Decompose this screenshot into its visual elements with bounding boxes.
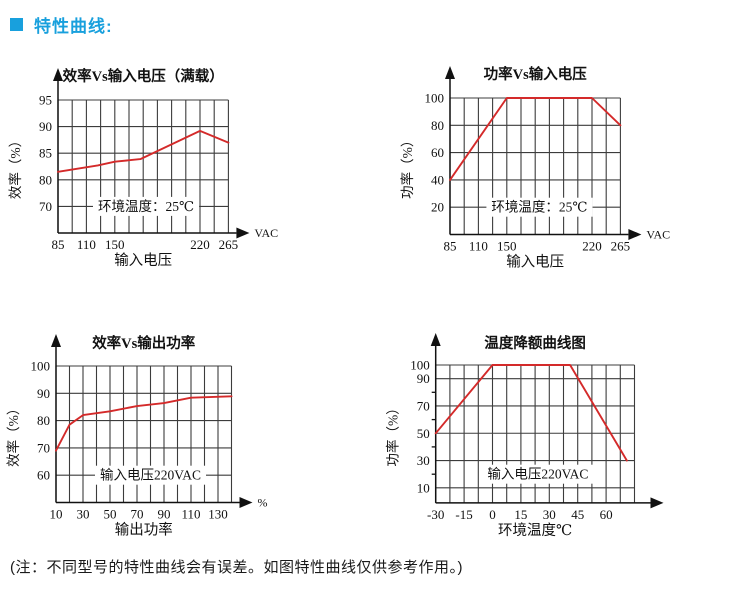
y-tick-label: 90 bbox=[37, 386, 50, 401]
x-axis-title: 输入电压 bbox=[506, 254, 564, 271]
x-tick-label: 265 bbox=[611, 239, 631, 254]
curve-line bbox=[55, 395, 233, 452]
y-tick-label: 60 bbox=[431, 145, 444, 160]
x-tick-label: 60 bbox=[600, 507, 613, 522]
chart-efficiency-vs-input-voltage: 95 90 85 80 70 VAC 85 110 150 220 265 输入电压 效率（%） 效率Vs… bbox=[7, 67, 278, 269]
y-axis-title: 效率（%） bbox=[7, 134, 23, 199]
x-tick-label: 90 bbox=[158, 507, 171, 522]
y-tick-label: 100 bbox=[410, 358, 430, 373]
y-axis-arrow-icon bbox=[445, 66, 455, 79]
y-tick-label: 95 bbox=[39, 93, 52, 108]
chart-efficiency-vs-output-power: 100 90 80 70 60% 10 30 50 70 90 110 130 输出功率 效率（%） 效率V… bbox=[5, 334, 268, 539]
x-tick-label: -30 bbox=[427, 507, 444, 522]
y-tick-label: 100 bbox=[425, 91, 445, 106]
chart-group: 100 90 80 70 60% 10 30 50 70 90 110 130 输出功率 效率（%） 效率V… bbox=[5, 334, 268, 539]
x-tick-label: 85 bbox=[444, 239, 457, 254]
x-axis-title: 输入电压 bbox=[114, 252, 172, 269]
y-axis-arrow-icon bbox=[51, 334, 61, 347]
section-title: 特性曲线: bbox=[34, 17, 113, 36]
y-tick-label: 60 bbox=[37, 468, 50, 483]
chart-group: 95 90 85 80 70 VAC 85 110 150 220 265 输入电压 效率（%） 效率Vs… bbox=[7, 67, 278, 269]
y-tick-label: 30 bbox=[417, 453, 430, 468]
chart-title: 温度降额曲线图 bbox=[484, 334, 585, 352]
section-bullet-icon bbox=[10, 18, 23, 31]
y-axis-title: 功率（%） bbox=[385, 401, 401, 466]
chart-title: 效率Vs输出功率 bbox=[92, 334, 196, 352]
y-axis-title: 效率（%） bbox=[5, 402, 21, 467]
x-tick-label: 220 bbox=[190, 237, 210, 252]
y-tick-label: 40 bbox=[431, 172, 444, 187]
x-axis-arrow-icon bbox=[236, 227, 250, 239]
x-unit-label: VAC bbox=[646, 228, 670, 242]
x-axis-arrow-icon bbox=[628, 229, 642, 240]
y-tick-label: 85 bbox=[39, 146, 52, 161]
y-tick-label: 70 bbox=[417, 398, 430, 413]
x-tick-label: 220 bbox=[582, 239, 602, 254]
curve-line bbox=[57, 129, 230, 173]
y-tick-label: 70 bbox=[39, 199, 52, 214]
y-axis-arrow-icon bbox=[53, 68, 63, 81]
y-tick-label: 70 bbox=[37, 440, 50, 455]
x-tick-label: 130 bbox=[208, 507, 228, 522]
annotation-label: 环境温度：25℃ bbox=[491, 200, 587, 215]
x-axis-arrow-icon bbox=[239, 497, 253, 508]
x-tick-label: 265 bbox=[219, 237, 239, 252]
y-tick-label: 90 bbox=[39, 119, 52, 134]
y-axis-arrow-icon bbox=[430, 333, 441, 346]
x-tick-label: 50 bbox=[104, 507, 117, 522]
note-text: (注：不同型号的特性曲线会有误差。如图特性曲线仅供参考作用。) bbox=[10, 559, 463, 576]
x-tick-label: 30 bbox=[77, 507, 90, 522]
y-axis-title: 功率（%） bbox=[399, 134, 415, 199]
y-tick-label: 50 bbox=[417, 426, 430, 441]
x-tick-label: 15 bbox=[514, 507, 527, 522]
curve-line bbox=[434, 364, 628, 462]
x-tick-label: 70 bbox=[131, 507, 144, 522]
x-tick-label: 150 bbox=[105, 237, 125, 252]
chart-title: 功率Vs输入电压 bbox=[484, 65, 588, 83]
x-unit-label: % bbox=[258, 496, 268, 510]
x-tick-label: 10 bbox=[50, 507, 63, 522]
y-tick-label: 10 bbox=[417, 480, 430, 495]
x-tick-label: 45 bbox=[571, 507, 584, 522]
x-tick-label: 0 bbox=[489, 507, 496, 522]
x-tick-label: 110 bbox=[77, 237, 96, 252]
x-axis-title: 输出功率 bbox=[115, 522, 173, 539]
curve-line bbox=[449, 97, 622, 181]
y-tick-label: 90 bbox=[417, 371, 430, 386]
y-tick-label: 100 bbox=[31, 359, 51, 374]
chart-group: 100 80 60 40 20 VAC 85 110 150 220 265 输入电压 功率（%） 功率V… bbox=[399, 65, 670, 271]
annotation-label: 环境温度：25℃ bbox=[98, 199, 194, 214]
x-tick-label: 150 bbox=[497, 239, 517, 254]
x-axis-title: 环境温度℃ bbox=[498, 521, 572, 539]
chart-title: 效率Vs输入电压（满载） bbox=[63, 67, 224, 85]
annotation-label: 输入电压220VAC bbox=[487, 467, 588, 482]
y-tick-label: 80 bbox=[431, 118, 444, 133]
y-tick-label: 20 bbox=[431, 200, 444, 215]
annotation-label: 输入电压220VAC bbox=[100, 468, 201, 483]
x-tick-label: 30 bbox=[543, 507, 556, 522]
x-tick-label: 110 bbox=[181, 507, 200, 522]
y-tick-label: 80 bbox=[39, 172, 52, 187]
x-tick-label: -15 bbox=[455, 507, 472, 522]
x-tick-label: 85 bbox=[52, 237, 65, 252]
annotation-backing bbox=[94, 465, 207, 485]
y-tick-label: 80 bbox=[37, 413, 50, 428]
x-axis-arrow-icon bbox=[650, 497, 664, 509]
section-header: 特性曲线: bbox=[10, 12, 113, 37]
annotation-backing bbox=[92, 196, 200, 216]
x-tick-label: 110 bbox=[469, 239, 488, 254]
annotation-backing bbox=[486, 197, 593, 217]
chart-power-vs-input-voltage: 100 80 60 40 20 VAC 85 110 150 220 265 输入电压 功率（%） 功率V… bbox=[399, 65, 670, 271]
x-unit-label: VAC bbox=[254, 226, 278, 240]
annotation-backing bbox=[482, 464, 594, 484]
